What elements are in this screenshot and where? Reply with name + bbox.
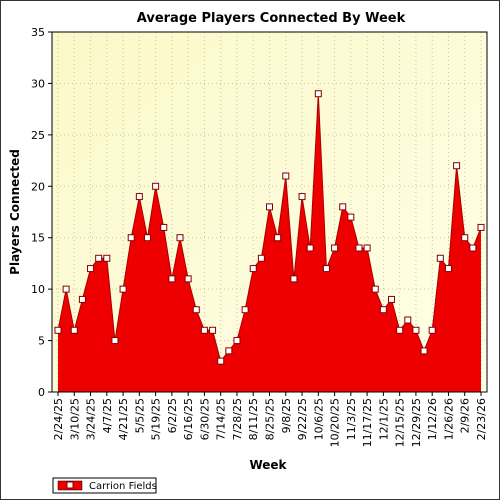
data-point — [420, 347, 428, 355]
data-point — [111, 337, 119, 345]
y-tick-label: 20 — [31, 180, 45, 193]
x-tick-label: 4/7/25 — [101, 398, 114, 433]
data-point — [477, 223, 485, 231]
data-point — [453, 162, 461, 170]
data-point — [461, 234, 469, 242]
data-point — [404, 316, 412, 324]
x-tick-label: 6/16/25 — [182, 398, 195, 440]
x-tick-label: 3/24/25 — [85, 398, 98, 440]
data-point — [388, 295, 396, 303]
data-point — [355, 244, 363, 252]
data-point — [160, 223, 168, 231]
data-point — [444, 265, 452, 273]
y-tick-label: 10 — [31, 283, 45, 296]
data-point — [143, 234, 151, 242]
data-point — [322, 265, 330, 273]
x-tick-label: 10/20/25 — [329, 398, 342, 447]
data-point — [469, 244, 477, 252]
series-area — [58, 93, 481, 393]
x-axis-ticks: 2/24/25 3/10/25 3/24/25 4/7/25 4/21/25 5/5/25… — [52, 392, 488, 447]
x-tick-label: 2/9/26 — [459, 398, 472, 433]
data-point — [233, 337, 241, 345]
x-tick-label: 9/8/25 — [280, 398, 293, 433]
x-tick-label: 8/25/25 — [264, 398, 277, 440]
data-point — [127, 234, 135, 242]
data-point — [168, 275, 176, 283]
data-point — [95, 254, 103, 262]
x-tick-label: 1/12/26 — [426, 398, 439, 440]
data-point — [87, 265, 95, 273]
data-point — [306, 244, 314, 252]
data-point — [266, 203, 273, 211]
x-tick-label: 1/26/26 — [442, 398, 455, 440]
data-point — [347, 213, 355, 221]
data-point — [78, 295, 86, 303]
y-axis-ticks: 0 5 10 15 20 25 30 35 — [31, 26, 52, 399]
x-tick-label: 2/23/26 — [475, 398, 488, 440]
x-tick-label: 10/6/25 — [312, 398, 325, 440]
chart-title: Average Players Connected By Week — [137, 11, 406, 26]
data-point — [379, 306, 387, 314]
data-points — [54, 90, 485, 365]
x-tick-label: 6/30/25 — [198, 398, 211, 440]
x-tick-label: 5/5/25 — [133, 398, 146, 433]
data-point — [298, 193, 306, 201]
x-tick-label: 2/24/25 — [52, 398, 65, 440]
x-tick-label: 11/17/25 — [361, 398, 374, 447]
legend-marker — [66, 481, 74, 489]
data-point — [135, 193, 143, 201]
y-tick-label: 0 — [38, 386, 45, 399]
x-tick-label: 12/29/25 — [410, 398, 423, 447]
x-tick-label: 5/19/25 — [150, 398, 163, 440]
legend-label: Carrion Fields — [89, 481, 157, 492]
data-point — [396, 326, 404, 334]
y-tick-label: 35 — [31, 26, 45, 39]
data-point — [209, 326, 217, 334]
x-tick-label: 11/3/25 — [345, 398, 358, 440]
data-point — [436, 254, 444, 262]
x-axis-label: Week — [249, 458, 287, 472]
x-tick-label: 6/2/25 — [166, 398, 179, 433]
x-tick-label: 7/14/25 — [215, 398, 228, 440]
y-axis-label: Players Connected — [8, 149, 22, 275]
x-tick-label: 4/21/25 — [117, 398, 130, 440]
data-point — [184, 275, 192, 283]
data-point — [257, 254, 265, 262]
data-point — [192, 306, 200, 314]
data-point — [274, 234, 282, 242]
y-tick-label: 25 — [31, 129, 45, 142]
x-tick-label: 7/28/25 — [231, 398, 244, 440]
data-point — [119, 285, 127, 293]
data-point — [70, 326, 78, 334]
data-point — [371, 285, 379, 293]
y-tick-label: 15 — [31, 232, 45, 245]
data-point — [290, 275, 298, 283]
legend: Carrion Fields — [52, 477, 157, 494]
data-point — [314, 90, 322, 98]
x-tick-label: 12/1/25 — [377, 398, 390, 440]
data-point — [249, 265, 257, 273]
data-point — [54, 326, 62, 334]
x-tick-label: 12/15/25 — [394, 398, 407, 447]
data-point — [331, 244, 339, 252]
data-point — [152, 182, 160, 190]
data-point — [225, 347, 233, 355]
data-point — [241, 306, 249, 314]
data-point — [103, 254, 111, 262]
data-point — [200, 326, 208, 334]
x-tick-label: 8/11/25 — [247, 398, 260, 440]
data-point — [62, 285, 70, 293]
y-tick-label: 30 — [31, 77, 45, 90]
data-point — [428, 326, 436, 334]
data-point — [176, 234, 184, 242]
x-tick-label: 3/10/25 — [68, 398, 81, 440]
data-point — [412, 326, 420, 334]
y-tick-label: 5 — [38, 335, 45, 348]
data-point — [282, 172, 290, 180]
data-point — [339, 203, 347, 211]
data-point — [217, 357, 225, 365]
data-point — [363, 244, 371, 252]
x-tick-label: 9/22/25 — [296, 398, 309, 440]
